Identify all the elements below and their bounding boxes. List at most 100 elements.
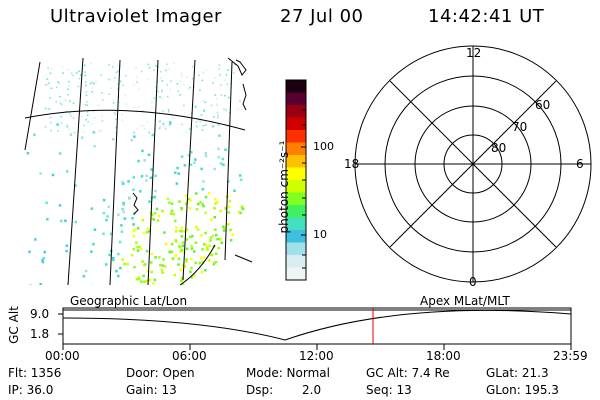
- emission-pixel: [168, 201, 171, 204]
- emission-pixel: [117, 252, 120, 256]
- emission-pixel: [202, 180, 205, 183]
- emission-pixel: [83, 64, 86, 67]
- emission-pixel: [126, 262, 129, 266]
- emission-pixel: [239, 178, 243, 182]
- emission-pixel: [78, 70, 80, 73]
- emission-pixel: [190, 266, 193, 270]
- colorbar-swatch: [286, 155, 306, 168]
- emission-pixel: [240, 282, 243, 285]
- emission-pixel: [203, 109, 206, 111]
- emission-pixel: [58, 152, 62, 155]
- emission-pixel: [115, 110, 117, 112]
- timeline-xtick-2359: 23:59: [553, 349, 588, 363]
- emission-pixel: [158, 127, 161, 130]
- emission-pixel: [172, 117, 174, 120]
- emission-pixel: [205, 124, 207, 126]
- colorbar: [285, 79, 307, 281]
- emission-pixel: [49, 97, 51, 99]
- emission-pixel: [216, 111, 219, 114]
- emission-pixel: [185, 228, 189, 231]
- emission-pixel: [225, 74, 228, 76]
- emission-pixel: [153, 97, 156, 99]
- emission-pixel: [150, 270, 153, 274]
- emission-pixel: [164, 128, 167, 130]
- emission-pixel: [132, 223, 135, 226]
- emission-pixel: [160, 268, 164, 272]
- emission-pixel: [67, 69, 70, 71]
- emission-pixel: [105, 218, 108, 222]
- emission-pixel: [232, 261, 235, 265]
- emission-pixel: [155, 207, 159, 211]
- emission-pixel: [243, 264, 245, 267]
- emission-pixel: [170, 243, 174, 246]
- emission-pixel: [222, 271, 226, 275]
- emission-pixel: [150, 252, 154, 256]
- emission-pixel: [213, 216, 216, 219]
- emission-pixel: [202, 124, 205, 127]
- emission-pixel: [199, 89, 201, 91]
- emission-pixel: [169, 212, 173, 215]
- emission-pixel: [144, 127, 146, 130]
- emission-pixel: [229, 67, 231, 70]
- emission-pixel: [45, 201, 48, 205]
- emission-pixel: [168, 124, 171, 126]
- emission-pixel: [49, 116, 52, 119]
- emission-pixel: [199, 200, 202, 204]
- emission-pixel: [102, 211, 106, 215]
- emission-pixel: [233, 72, 235, 74]
- emission-pixel: [159, 120, 161, 123]
- colorbar-swatch: [286, 192, 306, 206]
- emission-pixel: [235, 235, 239, 238]
- emission-pixel: [60, 115, 62, 118]
- emission-pixel: [236, 272, 240, 276]
- emission-pixel: [151, 133, 154, 137]
- emission-pixel: [68, 85, 71, 87]
- emission-pixel: [91, 81, 93, 84]
- emission-pixel: [105, 263, 108, 266]
- emission-pixel: [185, 258, 188, 261]
- emission-pixel: [204, 154, 208, 158]
- emission-pixel: [162, 122, 165, 126]
- emission-pixel: [140, 125, 142, 128]
- colorbar-gradient: [286, 80, 306, 281]
- emission-pixel: [154, 174, 157, 177]
- emission-pixel: [68, 128, 70, 130]
- emission-pixel: [142, 231, 146, 235]
- emission-pixel: [198, 261, 202, 265]
- emission-pixel: [149, 176, 153, 179]
- emission-pixel: [84, 81, 87, 83]
- emission-pixel: [91, 91, 93, 93]
- emission-pixel: [195, 225, 198, 229]
- emission-pixel: [148, 229, 151, 233]
- emission-pixel: [224, 207, 227, 210]
- emission-pixel: [241, 207, 244, 211]
- emission-pixel: [216, 104, 219, 107]
- emission-pixel: [162, 110, 164, 113]
- emission-pixel: [174, 254, 178, 257]
- emission-pixel: [67, 88, 69, 90]
- emission-pixel: [49, 72, 52, 75]
- emission-pixel: [216, 103, 218, 105]
- emission-pixel: [66, 124, 69, 126]
- emission-pixel: [138, 246, 141, 249]
- emission-pixel: [180, 235, 184, 238]
- emission-pixel: [231, 253, 235, 257]
- emission-pixel: [50, 121, 52, 124]
- emission-pixel: [218, 124, 220, 127]
- emission-pixel: [72, 74, 75, 77]
- colorbar-swatch: [286, 217, 306, 231]
- emission-pixel: [194, 284, 198, 285]
- emission-pixel: [157, 90, 159, 93]
- emission-pixel: [135, 277, 139, 281]
- emission-pixel: [158, 256, 161, 259]
- emission-pixel: [61, 103, 63, 106]
- emission-pixel: [64, 219, 67, 222]
- colorbar-label-100: 100: [313, 140, 334, 153]
- emission-pixel: [97, 104, 100, 106]
- emission-pixel: [218, 277, 221, 281]
- emission-pixel: [46, 218, 49, 221]
- emission-pixel: [173, 62, 175, 64]
- emission-pixel: [51, 173, 55, 177]
- emission-pixel: [141, 149, 144, 153]
- emission-pixel: [28, 250, 31, 254]
